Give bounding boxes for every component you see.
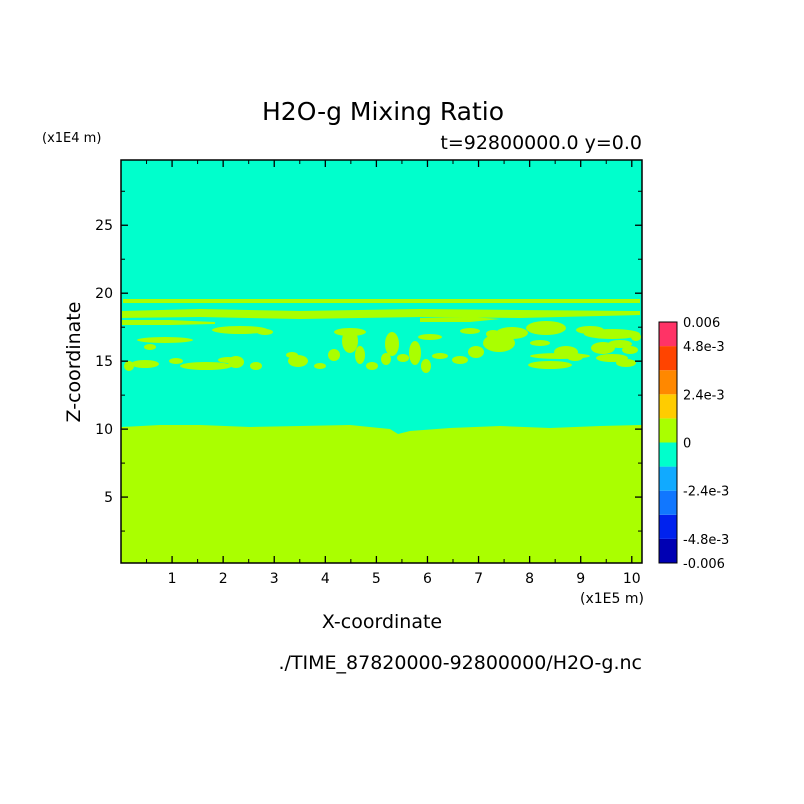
y-tick-label: 20	[95, 286, 113, 302]
x-tick-label: 6	[423, 571, 432, 587]
chart-subtitle: t=92800000.0 y=0.0	[440, 132, 642, 154]
x-tick-label: 4	[321, 571, 330, 587]
colorbar-swatch	[659, 418, 677, 443]
colorbar: 0.006 4.8e-3 2.4e-3 0 -2.4e-3 -4.8e-3 -0.006	[658, 316, 729, 572]
source-file-label: ./TIME_87820000-92800000/H2O-g.nc	[278, 652, 642, 674]
x-tick-label: 8	[525, 571, 534, 587]
colorbar-swatch	[659, 466, 677, 491]
colorbar-label: 0.006	[683, 316, 720, 331]
y-tick-label: 5	[104, 490, 113, 506]
colorbar-label: 2.4e-3	[683, 388, 725, 403]
plot-area	[120, 159, 643, 564]
y-scale-label: (x1E4 m)	[42, 131, 101, 146]
x-tick-label: 1	[168, 571, 177, 587]
y-axis: 5 10 15 20 25	[95, 190, 642, 532]
lower-moist-layer	[121, 425, 642, 563]
colorbar-label: -4.8e-3	[683, 533, 729, 548]
colorbar-swatch	[659, 346, 677, 371]
colorbar-swatch	[659, 394, 677, 419]
x-tick-label: 2	[219, 571, 228, 587]
x-axis: 1 2 3 4 5 6 7 8 9 10	[146, 160, 641, 587]
y-tick-label: 10	[95, 422, 113, 438]
y-tick-label: 15	[95, 354, 113, 370]
upper-moist-band	[122, 299, 641, 373]
x-tick-label: 5	[372, 571, 381, 587]
x-axis-label: X-coordinate	[322, 611, 442, 633]
chart-title: H2O-g Mixing Ratio	[262, 97, 504, 126]
y-tick-label: 25	[95, 218, 113, 234]
colorbar-label: 4.8e-3	[683, 340, 725, 355]
y-axis-label: Z-coordinate	[63, 302, 85, 423]
colorbar-swatch	[659, 514, 677, 539]
x-tick-label: 10	[623, 571, 641, 587]
colorbar-swatch	[659, 490, 677, 515]
x-scale-label: (x1E5 m)	[580, 591, 644, 607]
colorbar-label: -2.4e-3	[683, 485, 729, 500]
x-tick-label: 9	[576, 571, 585, 587]
colorbar-swatch	[659, 442, 677, 467]
x-tick-label: 7	[474, 571, 483, 587]
colorbar-swatch	[659, 538, 677, 563]
colorbar-frame	[658, 321, 678, 564]
colorbar-swatch	[659, 370, 677, 395]
colorbar-swatch	[659, 322, 677, 347]
x-tick-label: 3	[270, 571, 279, 587]
colorbar-label: -0.006	[683, 557, 725, 572]
colorbar-label: 0	[683, 437, 691, 452]
